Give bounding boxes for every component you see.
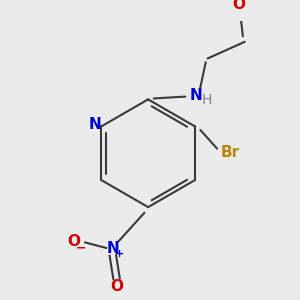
Text: H: H xyxy=(202,93,212,107)
Text: N: N xyxy=(88,117,101,132)
Text: O: O xyxy=(110,279,123,294)
Text: N: N xyxy=(106,242,119,256)
Text: N: N xyxy=(190,88,203,103)
Text: O: O xyxy=(233,0,246,12)
Text: −: − xyxy=(76,242,86,254)
Text: +: + xyxy=(115,250,124,260)
Text: Br: Br xyxy=(220,145,240,160)
Text: O: O xyxy=(67,234,80,249)
